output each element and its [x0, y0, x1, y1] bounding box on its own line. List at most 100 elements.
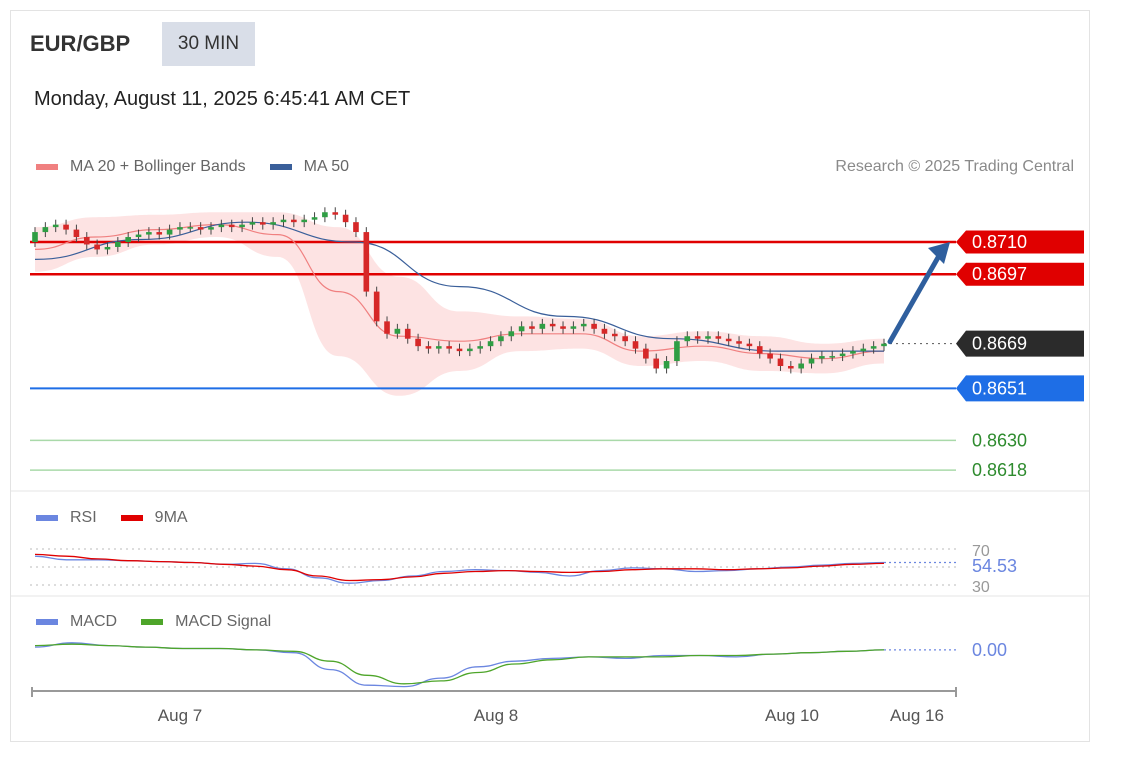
candle-body — [684, 336, 691, 342]
ma20-swatch — [36, 164, 58, 170]
support-level-label: 0.8618 — [972, 460, 1027, 480]
candle-body — [777, 358, 784, 366]
candle-body — [415, 338, 421, 347]
candle-body — [363, 232, 370, 292]
candle-body — [601, 328, 608, 334]
candle-body — [177, 227, 183, 230]
candle-body — [674, 341, 680, 362]
last-level-label: 0.8669 — [972, 334, 1027, 354]
macd-swatch — [36, 619, 58, 625]
candle-body — [73, 229, 80, 238]
resistance-level-label: 0.8697 — [972, 264, 1027, 284]
candle-body — [456, 348, 463, 352]
macd-signal-line — [34, 643, 885, 685]
candle-body — [725, 338, 732, 342]
candle-body — [301, 219, 308, 223]
candle-body — [394, 328, 401, 334]
ma50-legend-label: MA 50 — [303, 158, 350, 175]
candle-body — [487, 341, 494, 347]
candle-body — [580, 323, 587, 327]
candle-body — [249, 222, 256, 225]
candle-body — [808, 358, 815, 364]
candle-body — [425, 346, 432, 349]
rsi-ma-swatch — [120, 515, 143, 521]
candle-body — [560, 326, 566, 329]
candle-body — [291, 219, 297, 223]
candle-body — [218, 224, 225, 228]
candle-body — [870, 346, 877, 349]
candle-body — [446, 346, 452, 349]
macd-signal-legend-label: MACD Signal — [175, 613, 272, 630]
resistance-level-tag — [956, 262, 1084, 286]
candle-body — [508, 331, 515, 337]
last-level-tag — [956, 330, 1084, 357]
pivot-level-label: 0.8651 — [972, 378, 1027, 398]
candle-body — [104, 246, 111, 250]
candle-body — [663, 361, 670, 369]
research-credit: Research © 2025 Trading Central — [835, 158, 1074, 175]
x-tick-label: Aug 8 — [474, 706, 518, 725]
candle-body — [529, 326, 535, 329]
candle-body — [259, 222, 266, 225]
candle-body — [622, 336, 628, 342]
macd-last-value: 0.00 — [972, 640, 1007, 660]
candle-body — [881, 343, 887, 347]
rsi-last-value: 54.53 — [972, 556, 1017, 576]
candle-body — [311, 217, 318, 220]
chart-datetime: Monday, August 11, 2025 6:45:41 AM CET — [34, 88, 411, 110]
candle-body — [332, 212, 339, 215]
time-axis: Aug 7 Aug 8 Aug 10 Aug 16 — [31, 687, 957, 725]
candle-body — [819, 356, 825, 359]
symbol-title: EUR/GBP — [30, 31, 131, 56]
x-tick-label: Aug 10 — [765, 706, 819, 725]
rsi-ma-legend-label: 9MA — [154, 509, 188, 526]
candle-body — [384, 321, 390, 334]
candle-body — [42, 227, 49, 233]
macd-legend: MACD MACD Signal — [36, 613, 271, 631]
resistance-level-tag — [956, 230, 1084, 254]
candle-body — [549, 323, 556, 327]
candle-body — [839, 353, 846, 357]
forecast-arrow-head — [928, 242, 950, 264]
candle-body — [197, 227, 204, 230]
candle-body — [52, 224, 59, 228]
candle-body — [632, 341, 639, 349]
candle-body — [322, 212, 328, 218]
candle-body — [83, 237, 90, 245]
macd-panel: 0.00 — [34, 640, 1007, 688]
candle-body — [756, 346, 763, 354]
ma20-legend-label: MA 20 + Bollinger Bands — [70, 158, 246, 175]
candle-body — [32, 232, 38, 242]
ma50-swatch — [269, 164, 292, 170]
timeframe-button[interactable]: 30 MIN — [162, 22, 255, 66]
pivot-level-tag — [956, 375, 1084, 402]
candle-body — [353, 222, 359, 233]
candle-body — [860, 348, 867, 352]
candle-body — [239, 224, 245, 228]
candle-body — [404, 328, 411, 339]
support-level-label: 0.8630 — [972, 430, 1027, 450]
candle-body — [342, 214, 349, 223]
rsi-legend-label: RSI — [70, 509, 97, 526]
rsi-tick-label: 30 — [972, 579, 990, 596]
resistance-level-label: 0.8710 — [972, 232, 1027, 252]
candle-body — [135, 234, 142, 238]
candle-body — [477, 346, 484, 349]
price-legend: MA 20 + Bollinger Bands MA 50 — [36, 158, 349, 176]
candle-body — [736, 341, 742, 344]
candle-body — [115, 242, 121, 247]
candle-body — [767, 353, 773, 359]
candle-body — [166, 229, 173, 235]
candle-body — [694, 336, 701, 339]
rsi-ma-line — [34, 553, 885, 582]
candle-body — [643, 348, 649, 359]
candle-body — [270, 222, 276, 225]
chart-card — [10, 10, 1090, 742]
x-tick-label: Aug 16 — [890, 706, 944, 725]
candle-body — [611, 333, 618, 337]
candle-body — [280, 219, 287, 223]
candle-body — [746, 343, 753, 347]
rsi-panel: 70 30 54.53 — [30, 543, 1017, 596]
candle-body — [146, 232, 152, 235]
